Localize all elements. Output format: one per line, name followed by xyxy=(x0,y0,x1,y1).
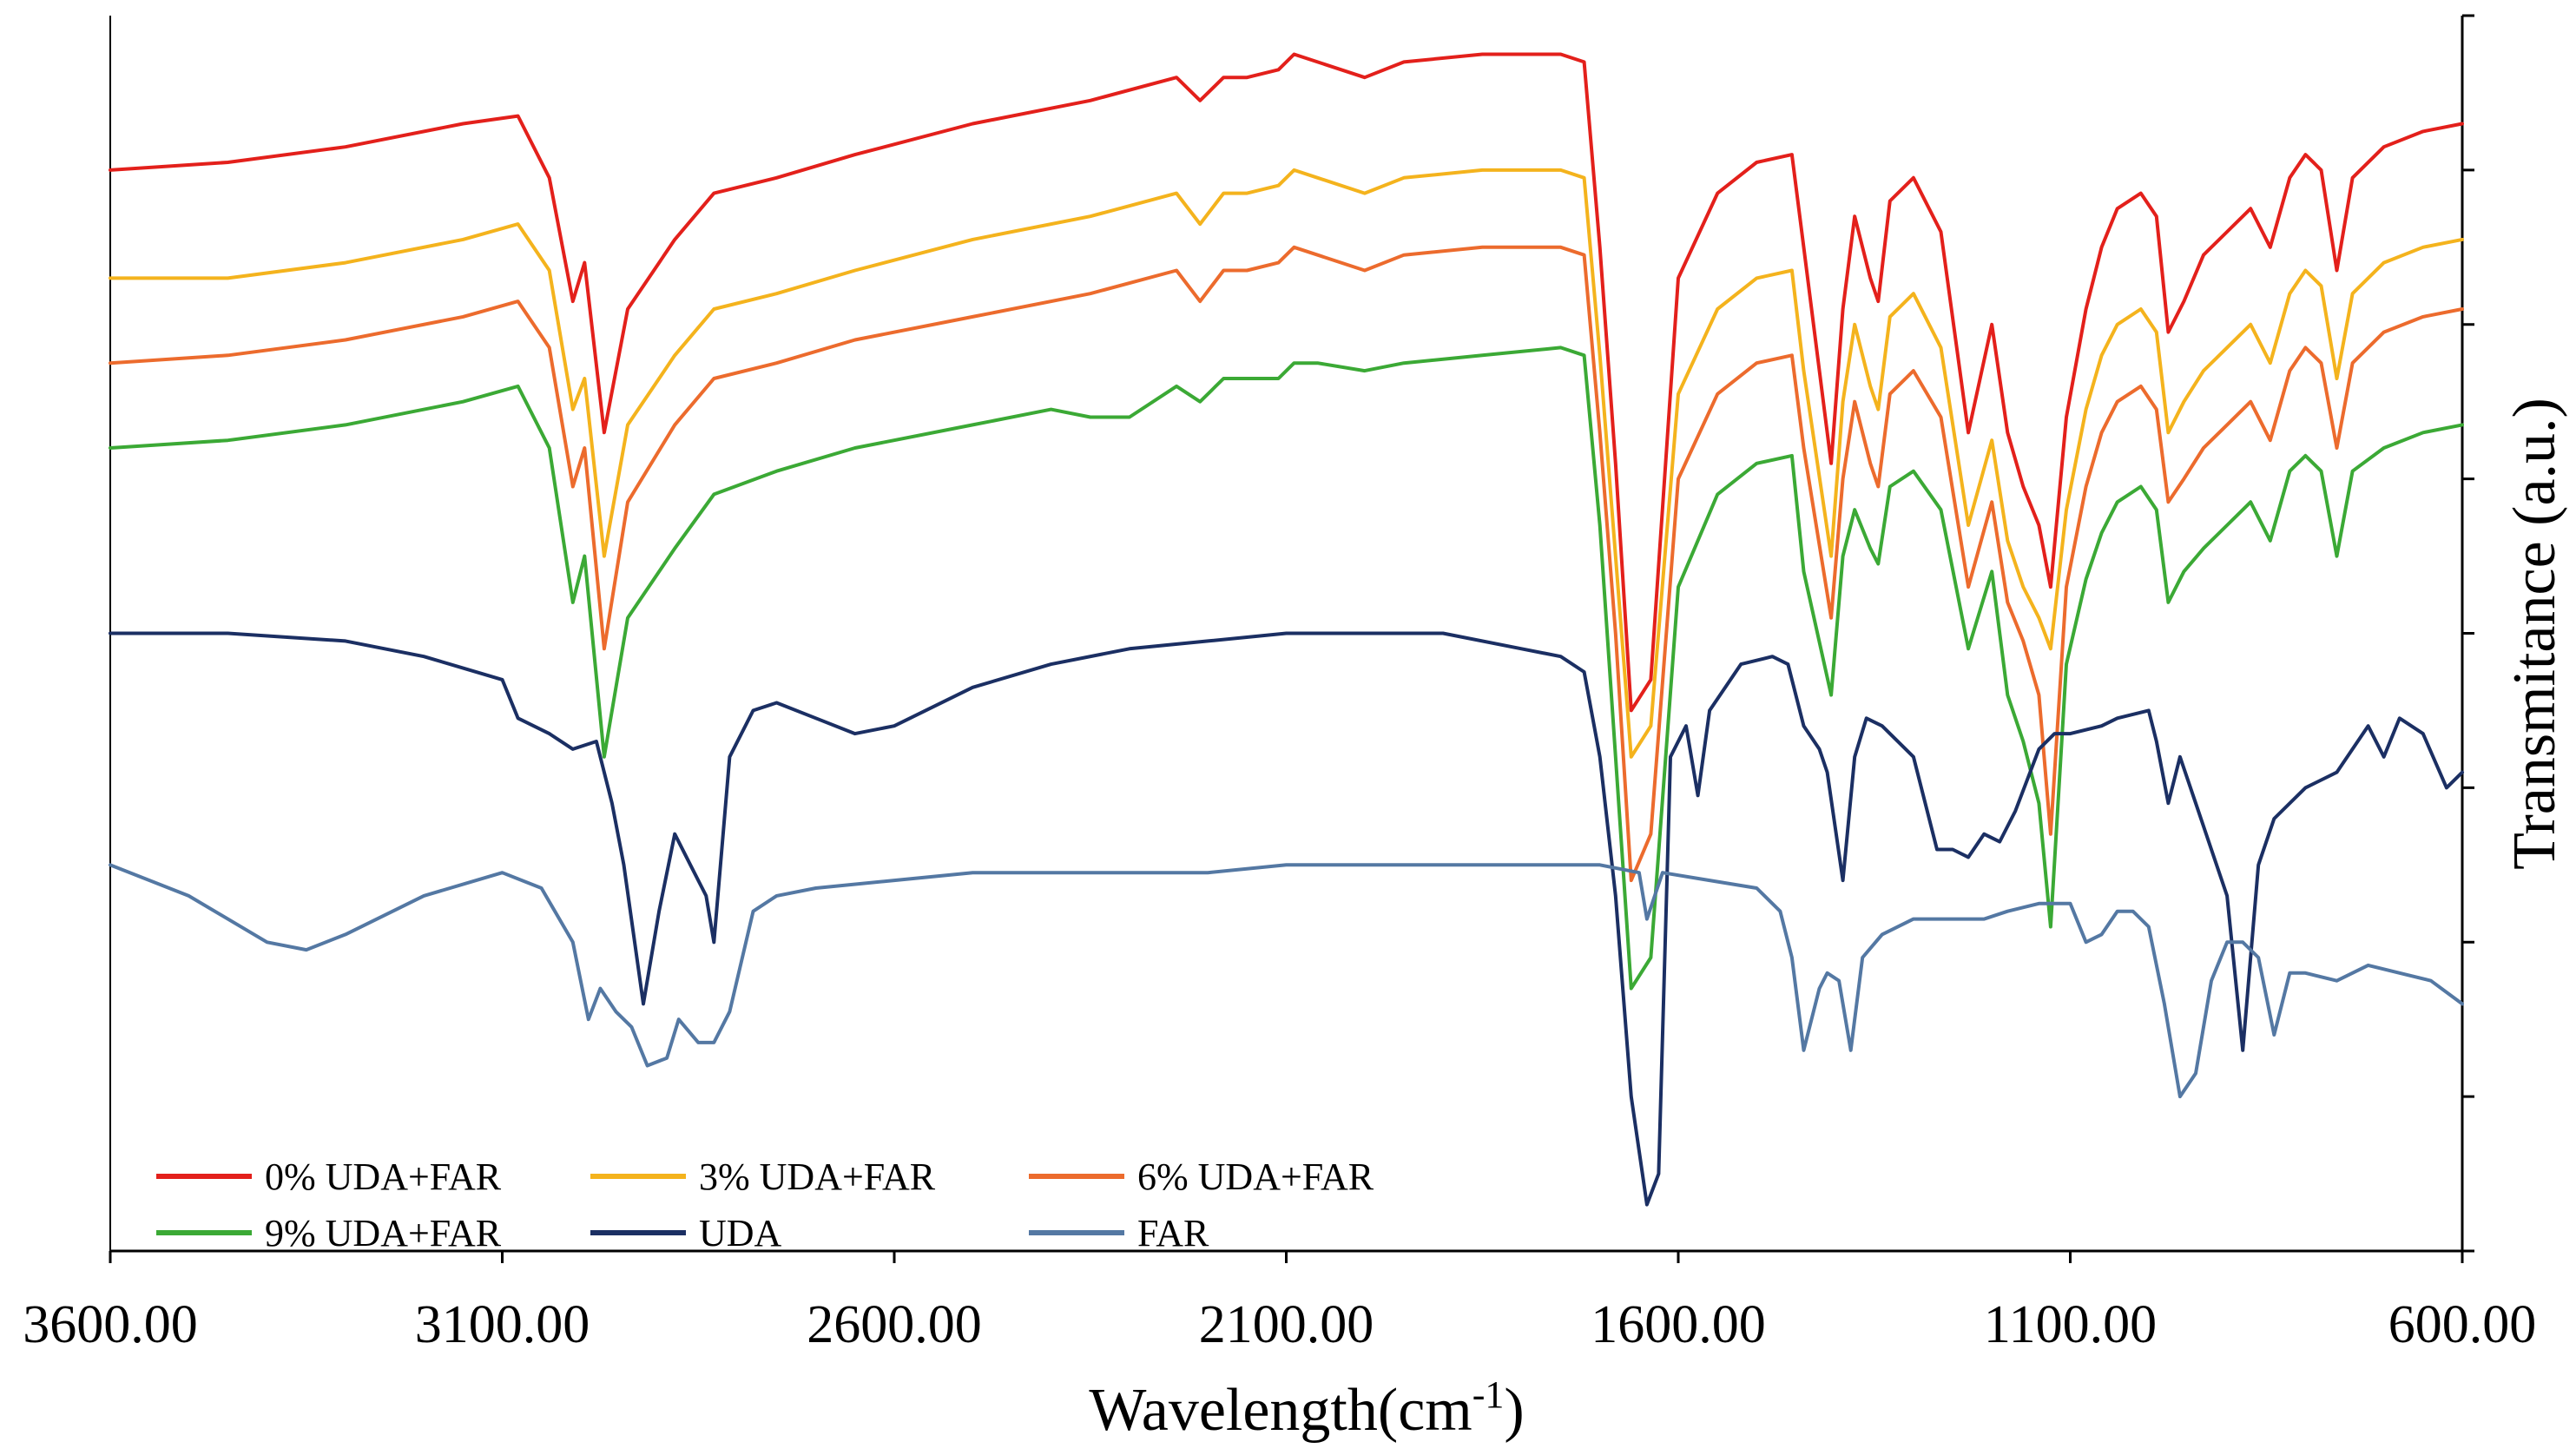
legend-label-6-uda-far: 6% UDA+FAR xyxy=(1137,1155,1374,1198)
x-tick-label: 2600.00 xyxy=(807,1295,982,1354)
legend-label-3-uda-far: 3% UDA+FAR xyxy=(699,1155,936,1198)
series-line-uda xyxy=(109,631,2464,1207)
x-axis-title: Wavelength(cm-1) xyxy=(1089,1373,1524,1444)
legend: 0% UDA+FAR 3% UDA+FAR 6% UDA+FAR 9% UDA+FAR… xyxy=(156,1155,1374,1254)
x-tick-label: 1100.00 xyxy=(1984,1295,2157,1354)
x-tick-label: 1600.00 xyxy=(1591,1295,1766,1354)
legend-label-uda: UDA xyxy=(699,1212,782,1254)
x-tick-label: 2100.00 xyxy=(1199,1295,1374,1354)
legend-label-0-uda-far: 0% UDA+FAR xyxy=(265,1155,502,1198)
series-line-6-uda-far xyxy=(109,245,2464,883)
y-axis-title: Transmitance (a.u.) xyxy=(2501,398,2568,870)
x-tick-label: 3100.00 xyxy=(415,1295,590,1354)
x-axis-title-superscript: -1 xyxy=(1472,1373,1505,1416)
x-tick-label: 3600.00 xyxy=(23,1295,198,1354)
series-group xyxy=(109,52,2464,1207)
series-line-0-uda-far xyxy=(109,52,2464,713)
x-axis-title-close: ) xyxy=(1504,1377,1524,1444)
series-line-9-uda-far xyxy=(109,346,2464,991)
legend-label-far: FAR xyxy=(1137,1212,1209,1254)
legend-label-9-uda-far: 9% UDA+FAR xyxy=(265,1212,502,1254)
series-line-3-uda-far xyxy=(109,168,2464,759)
series-line-far xyxy=(109,863,2464,1099)
x-tick-label: 600.00 xyxy=(2388,1295,2537,1354)
